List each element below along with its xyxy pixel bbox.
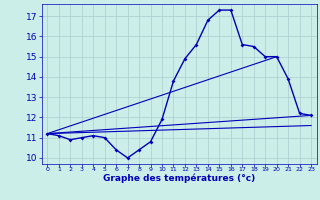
X-axis label: Graphe des températures (°c): Graphe des températures (°c) bbox=[103, 174, 255, 183]
